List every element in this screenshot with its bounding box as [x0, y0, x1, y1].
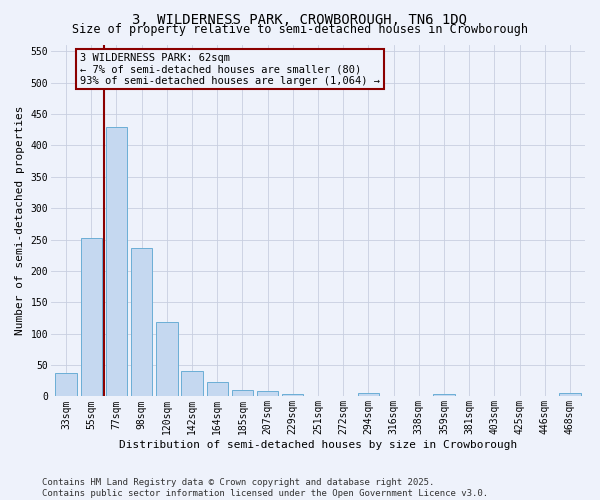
- Bar: [559, 394, 581, 396]
- Bar: [282, 394, 304, 396]
- Bar: [206, 382, 228, 396]
- Bar: [131, 248, 152, 396]
- Text: Contains HM Land Registry data © Crown copyright and database right 2025.
Contai: Contains HM Land Registry data © Crown c…: [42, 478, 488, 498]
- Bar: [433, 394, 455, 396]
- Text: 3 WILDERNESS PARK: 62sqm
← 7% of semi-detached houses are smaller (80)
93% of se: 3 WILDERNESS PARK: 62sqm ← 7% of semi-de…: [80, 52, 380, 86]
- Text: Size of property relative to semi-detached houses in Crowborough: Size of property relative to semi-detach…: [72, 22, 528, 36]
- Bar: [80, 238, 102, 396]
- Bar: [257, 391, 278, 396]
- Bar: [358, 394, 379, 396]
- Bar: [156, 322, 178, 396]
- X-axis label: Distribution of semi-detached houses by size in Crowborough: Distribution of semi-detached houses by …: [119, 440, 517, 450]
- Bar: [181, 372, 203, 396]
- Bar: [106, 126, 127, 396]
- Bar: [55, 372, 77, 396]
- Y-axis label: Number of semi-detached properties: Number of semi-detached properties: [15, 106, 25, 336]
- Text: 3, WILDERNESS PARK, CROWBOROUGH, TN6 1DQ: 3, WILDERNESS PARK, CROWBOROUGH, TN6 1DQ: [133, 12, 467, 26]
- Bar: [232, 390, 253, 396]
